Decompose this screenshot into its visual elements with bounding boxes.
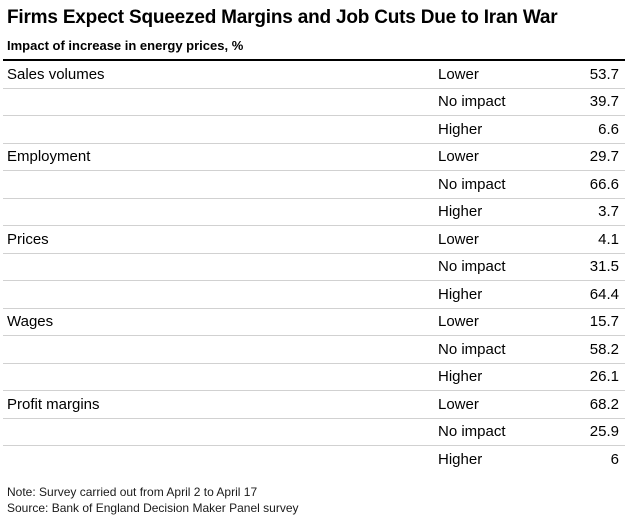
value-cell: 6.6 — [598, 120, 619, 138]
table-row: No impact 31.5 — [3, 254, 625, 282]
impact-label: Higher — [438, 368, 483, 386]
table-row: Employment Lower 29.7 — [3, 144, 625, 172]
impact-label: Higher — [438, 203, 483, 221]
table-row: No impact 39.7 — [3, 89, 625, 117]
impact-label: No impact — [438, 258, 506, 276]
value-cell: 26.1 — [589, 368, 619, 386]
value-cell: 25.9 — [589, 423, 619, 441]
table-row: Higher 64.4 — [3, 281, 625, 309]
header-rule — [3, 59, 625, 62]
value-cell: 66.6 — [589, 175, 619, 193]
impact-label: No impact — [438, 340, 506, 358]
impact-label: Lower — [438, 148, 479, 166]
table-row: Sales volumes Lower 53.7 — [3, 61, 625, 89]
impact-label: Higher — [438, 451, 483, 469]
table-row: Profit margins Lower 68.2 — [3, 391, 625, 419]
page-title: Firms Expect Squeezed Margins and Job Cu… — [7, 7, 558, 28]
table-row: Wages Lower 15.7 — [3, 309, 625, 337]
value-cell: 68.2 — [589, 395, 619, 413]
table-row: Higher 26.1 — [3, 364, 625, 392]
impact-label: No impact — [438, 93, 506, 111]
impact-label: Higher — [438, 285, 483, 303]
impact-table: Sales volumes Lower 53.7 No impact 39.7 … — [3, 61, 625, 474]
category-label: Employment — [7, 148, 91, 166]
value-cell: 31.5 — [589, 258, 619, 276]
table-row: No impact 66.6 — [3, 171, 625, 199]
chart-subtitle: Impact of increase in energy prices, % — [7, 37, 244, 53]
category-label: Sales volumes — [7, 65, 105, 83]
value-cell: 15.7 — [589, 313, 619, 331]
table-row: Higher 3.7 — [3, 199, 625, 227]
value-cell: 58.2 — [589, 340, 619, 358]
impact-label: Lower — [438, 395, 479, 413]
value-cell: 3.7 — [598, 203, 619, 221]
category-label: Prices — [7, 230, 49, 248]
table-row: No impact 58.2 — [3, 336, 625, 364]
value-cell: 29.7 — [589, 148, 619, 166]
chart-footer: Note: Survey carried out from April 2 to… — [7, 484, 625, 516]
value-cell: 64.4 — [589, 285, 619, 303]
category-label: Profit margins — [7, 395, 100, 413]
impact-label: Lower — [438, 230, 479, 248]
value-cell: 39.7 — [589, 93, 619, 111]
table-row: Higher 6.6 — [3, 116, 625, 144]
value-cell: 4.1 — [598, 230, 619, 248]
note-text: Note: Survey carried out from April 2 to… — [7, 484, 258, 499]
impact-label: Lower — [438, 65, 479, 83]
table-row: Prices Lower 4.1 — [3, 226, 625, 254]
impact-label: Lower — [438, 313, 479, 331]
source-text: Source: Bank of England Decision Maker P… — [7, 500, 299, 515]
table-row: No impact 25.9 — [3, 419, 625, 447]
impact-label: No impact — [438, 423, 506, 441]
impact-label: Higher — [438, 120, 483, 138]
table-row: Higher 6 — [3, 446, 625, 474]
impact-label: No impact — [438, 175, 506, 193]
category-label: Wages — [7, 313, 54, 331]
value-cell: 6 — [610, 451, 619, 469]
value-cell: 53.7 — [589, 65, 619, 83]
